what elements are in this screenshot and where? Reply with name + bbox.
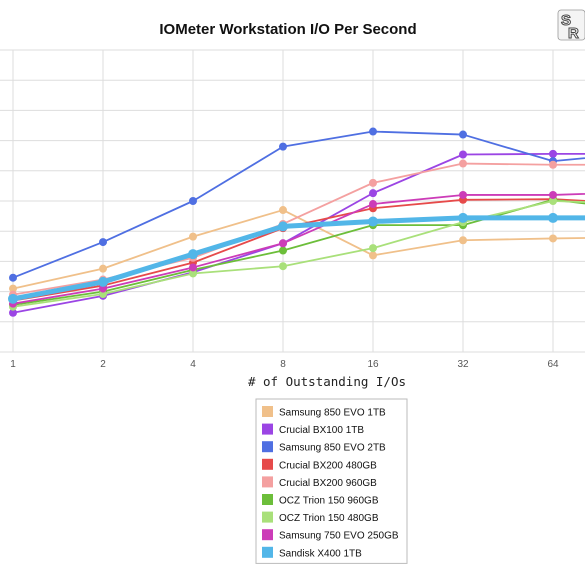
series-0 — [9, 206, 585, 293]
legend-label: Samsung 850 EVO 2TB — [279, 443, 386, 454]
data-point — [9, 284, 17, 293]
data-point — [369, 127, 377, 136]
data-point — [279, 246, 287, 255]
data-point — [459, 159, 467, 168]
legend-label: Crucial BX100 1TB — [279, 425, 364, 436]
series-3 — [9, 195, 585, 305]
data-point — [548, 212, 558, 223]
data-point — [368, 216, 378, 227]
data-point — [189, 263, 197, 272]
data-point — [369, 200, 377, 209]
legend-label: Samsung 850 EVO 1TB — [279, 408, 386, 419]
series-line — [12, 209, 585, 290]
chart-title: IOMeter Workstation I/O Per Second — [159, 21, 416, 38]
legend-swatch — [262, 441, 273, 453]
data-point — [549, 190, 557, 199]
x-tick-label: 2 — [100, 359, 106, 370]
legend-label: OCZ Trion 150 960GB — [279, 496, 379, 507]
legend-swatch — [262, 529, 273, 541]
legend-label: Samsung 750 EVO 250GB — [279, 531, 399, 542]
data-point — [279, 142, 287, 151]
x-axis-label: # of Outstanding I/Os — [248, 374, 406, 389]
data-point — [99, 284, 107, 293]
data-point — [189, 232, 197, 241]
data-point — [9, 273, 17, 282]
legend-swatch — [262, 476, 273, 488]
data-point — [459, 190, 467, 199]
legend-swatch — [262, 458, 273, 470]
legend-label: Sandisk X400 1TB — [279, 548, 362, 559]
x-tick-label: 1 — [10, 359, 16, 370]
legend: Samsung 850 EVO 1TB Crucial BX100 1TB Sams… — [255, 398, 408, 564]
legend-box — [255, 398, 408, 564]
legend-label: Crucial BX200 960GB — [279, 478, 377, 489]
data-point — [189, 269, 197, 278]
x-tick-label: 32 — [457, 359, 469, 370]
logo: S R — [557, 9, 585, 43]
data-point — [279, 239, 287, 248]
logo-text-top: S — [561, 12, 571, 29]
data-point — [189, 197, 197, 205]
data-point — [98, 276, 108, 287]
data-point — [549, 234, 557, 243]
data-point — [279, 206, 287, 215]
data-point — [9, 308, 17, 317]
legend-swatch — [262, 406, 273, 417]
data-point — [369, 244, 377, 253]
data-point — [99, 264, 107, 273]
x-tick-label: 16 — [367, 359, 379, 370]
data-point — [369, 251, 377, 260]
series-4 — [9, 159, 585, 299]
legend-label: OCZ Trion 150 480GB — [279, 513, 379, 524]
data-point — [459, 236, 467, 245]
data-point — [458, 212, 468, 223]
legend-label: Crucial BX200 480GB — [279, 460, 377, 471]
data-point — [99, 238, 107, 247]
data-point — [459, 150, 467, 159]
data-point — [8, 293, 18, 304]
series-line — [12, 200, 585, 308]
data-point — [278, 221, 288, 232]
series-8 — [8, 212, 585, 304]
x-tick-label: 8 — [280, 359, 286, 370]
data-point — [279, 262, 287, 271]
legend-swatch — [262, 546, 273, 558]
legend-swatch — [262, 423, 273, 435]
data-point — [369, 178, 377, 187]
series-layer — [8, 127, 585, 317]
gridlines — [0, 49, 585, 353]
data-point — [549, 149, 557, 158]
series-line — [10, 215, 585, 302]
x-tick-labels: 1 2 4 8 16 32 64 — [10, 359, 559, 370]
data-point — [459, 130, 467, 139]
series-line — [12, 198, 585, 302]
logo-text-bottom: R — [568, 25, 579, 42]
series-line — [12, 130, 585, 279]
series-6 — [9, 197, 585, 311]
series-line — [12, 162, 585, 296]
data-point — [188, 249, 198, 260]
data-point — [549, 160, 557, 169]
data-point — [369, 189, 377, 198]
x-tick-label: 64 — [547, 359, 559, 370]
legend-swatch — [262, 511, 273, 523]
data-point — [549, 197, 557, 205]
x-tick-label: 4 — [190, 359, 196, 370]
legend-swatch — [262, 494, 273, 505]
series-2 — [9, 127, 585, 282]
series-7 — [9, 190, 585, 308]
